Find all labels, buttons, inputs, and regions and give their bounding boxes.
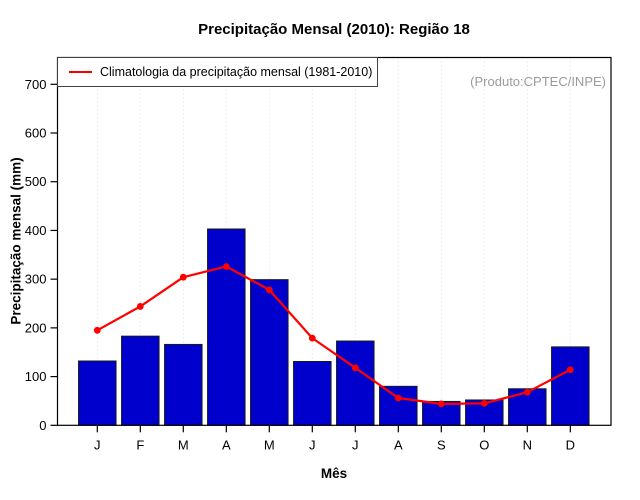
x-tick-label: D <box>566 437 575 452</box>
x-tick-label: A <box>222 437 231 452</box>
bar-month-4 <box>207 228 246 426</box>
bar-month-6 <box>293 360 332 426</box>
y-tick-label: 300 <box>25 272 47 287</box>
legend-label: Climatologia da precipitação mensal (198… <box>100 65 373 79</box>
climatology-point-10 <box>480 399 488 407</box>
climatology-point-11 <box>523 388 531 396</box>
climatology-point-4 <box>222 263 230 270</box>
y-tick-label: 500 <box>25 174 47 189</box>
climatology-point-5 <box>265 286 273 294</box>
climatology-point-3 <box>179 273 187 281</box>
climatology-line <box>96 265 571 405</box>
source-watermark: (Produto:CPTEC/INPE) <box>470 74 606 89</box>
y-tick-label: 700 <box>25 77 47 92</box>
x-tick-label: N <box>523 437 532 452</box>
x-tick-label: J <box>309 437 316 452</box>
y-axis-title: Precipitação mensal (mm) <box>8 157 24 325</box>
x-tick-label: A <box>394 437 403 452</box>
x-tick-label: J <box>352 437 359 452</box>
bar-month-12 <box>551 346 590 426</box>
y-tick-label: 400 <box>25 223 47 238</box>
legend-line-sample <box>69 71 92 73</box>
y-tick-label: 200 <box>25 320 47 335</box>
bar-month-5 <box>250 279 289 426</box>
y-tick-label: 600 <box>25 126 47 141</box>
x-tick-label: J <box>94 437 101 452</box>
y-tick-label: 100 <box>25 369 47 384</box>
x-tick-label: S <box>437 437 446 452</box>
bar-month-7 <box>336 340 375 426</box>
bar-month-1 <box>78 360 117 426</box>
climatology-point-9 <box>437 400 445 408</box>
climatology-point-7 <box>351 364 359 372</box>
bar-month-2 <box>121 335 160 426</box>
bar-month-3 <box>164 343 203 426</box>
y-tick-label: 0 <box>39 418 46 433</box>
x-tick-label: M <box>264 437 275 452</box>
climatology-point-2 <box>136 303 144 310</box>
climatology-point-8 <box>394 394 402 402</box>
bar-month-8 <box>379 385 418 426</box>
x-tick-label: M <box>178 437 189 452</box>
x-tick-label: F <box>136 437 144 452</box>
x-tick-label: O <box>479 437 489 452</box>
x-axis-title: Mês <box>320 466 348 481</box>
chart-title: Precipitação Mensal (2010): Região 18 <box>198 21 470 38</box>
legend-box: Climatologia da precipitação mensal (198… <box>57 57 378 87</box>
climatology-point-1 <box>93 326 101 334</box>
climatology-point-6 <box>308 334 316 342</box>
climatology-point-12 <box>566 366 574 374</box>
